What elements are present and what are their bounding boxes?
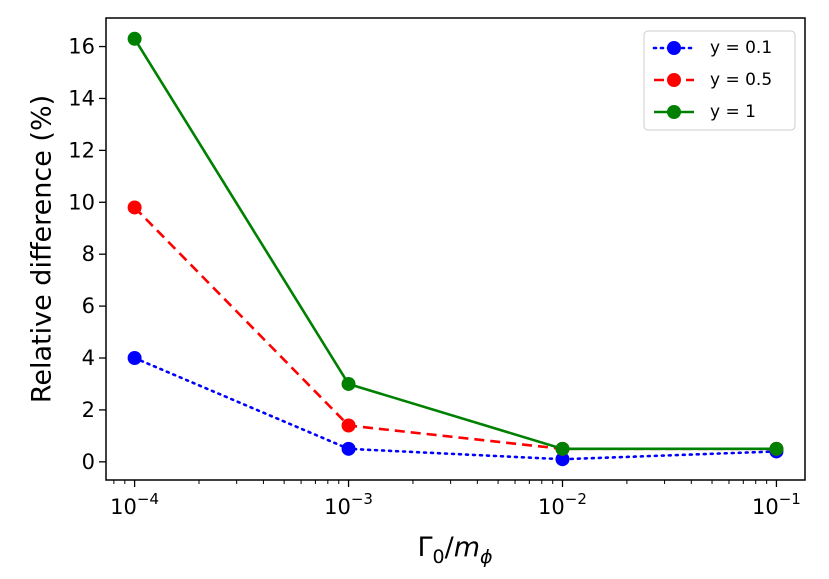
y-tick-label: 6 (82, 294, 95, 318)
data-point-y1 (769, 441, 784, 456)
legend-marker-y01 (667, 41, 681, 55)
plot-area-frame (105, 17, 806, 481)
legend-label-y01: y = 0.1 (710, 38, 772, 58)
series-line-y1 (133, 38, 777, 451)
series-line-y05 (133, 206, 777, 451)
legend-label-y05: y = 0.5 (710, 70, 772, 90)
legend-marker-y1 (667, 105, 681, 119)
y-tick-label: 10 (68, 190, 95, 214)
y-tick-label: 4 (82, 346, 95, 370)
data-point-y01 (341, 441, 356, 456)
y-tick-label: 0 (82, 450, 95, 474)
data-point-y01 (127, 351, 142, 366)
x-tick-label: 10−4 (110, 490, 159, 519)
y-axis-label: Relative difference (%) (27, 95, 58, 403)
data-point-y1 (341, 376, 356, 391)
y-tick-label: 8 (82, 242, 95, 266)
series-line-y01 (133, 356, 778, 461)
data-point-y1 (127, 31, 142, 46)
data-point-y05 (127, 200, 142, 215)
y-tick-label: 16 (68, 35, 95, 59)
y-tick-label: 14 (68, 86, 95, 110)
legend-marker-y05 (667, 73, 681, 87)
data-point-y1 (555, 441, 570, 456)
y-tick-label: 2 (82, 398, 95, 422)
legend-box (643, 30, 796, 131)
x-tick-label: 10−2 (538, 490, 587, 519)
x-tick-label: 10−1 (752, 490, 801, 519)
x-axis-label: Γ0/mϕ (417, 532, 492, 568)
y-tick-label: 12 (68, 138, 95, 162)
legend-label-y1: y = 1 (710, 102, 756, 122)
x-tick-label: 10−3 (324, 490, 373, 519)
data-point-y01 (555, 452, 570, 467)
data-point-y05 (341, 418, 356, 433)
